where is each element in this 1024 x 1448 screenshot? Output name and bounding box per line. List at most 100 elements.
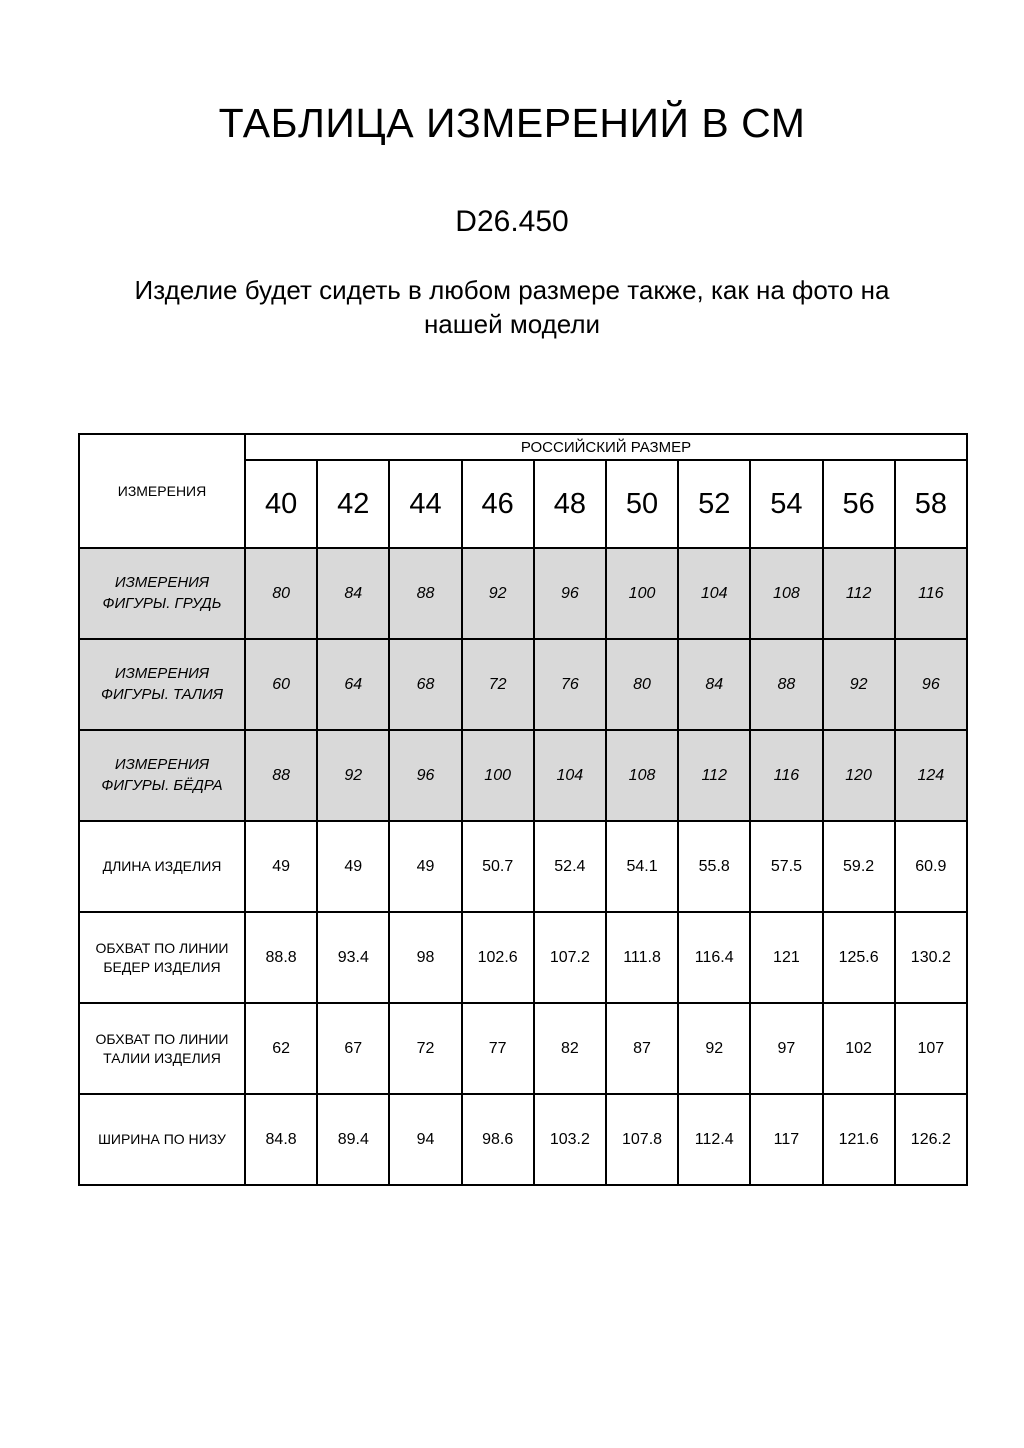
value-cell: 102.6	[460, 911, 535, 1004]
size-header-40: 40	[243, 459, 319, 549]
row-label: ОБХВАТ ПО ЛИНИИ БЕДЕР ИЗДЕЛИЯ	[78, 911, 246, 1004]
table-row: ОБХВАТ ПО ЛИНИИ ТАЛИИ ИЗДЕЛИЯ 62 67 72 77 82 8…	[78, 1002, 968, 1095]
value-cell: 126.2	[893, 1093, 968, 1186]
row-label: ИЗМЕРЕНИЯ ФИГУРЫ. БЁДРА	[78, 729, 246, 822]
value-cell: 88	[749, 638, 824, 731]
value-cell: 120	[821, 729, 896, 822]
value-cell: 64	[316, 638, 391, 731]
value-cell: 49	[388, 820, 463, 913]
value-cell: 117	[749, 1093, 824, 1186]
value-cell: 112	[821, 547, 896, 640]
value-cell: 94	[388, 1093, 463, 1186]
value-cell: 57.5	[749, 820, 824, 913]
value-cell: 49	[316, 820, 391, 913]
value-cell: 60.9	[893, 820, 968, 913]
table-row: ИЗМЕРЕНИЯ ФИГУРЫ. ТАЛИЯ 60 64 68 72 76 80 84 88 9…	[78, 638, 968, 731]
group-header-row: ИЗМЕРЕНИЯ РОССИЙСКИЙ РАЗМЕР	[78, 433, 968, 549]
value-cell: 59.2	[821, 820, 896, 913]
value-cell: 80	[243, 547, 319, 640]
value-cell: 54.1	[604, 820, 680, 913]
value-cell: 124	[893, 729, 968, 822]
value-cell: 77	[460, 1002, 535, 1095]
value-cell: 52.4	[532, 820, 607, 913]
value-cell: 92	[677, 1002, 752, 1095]
value-cell: 96	[893, 638, 968, 731]
size-header-42: 42	[316, 459, 391, 549]
value-cell: 80	[604, 638, 680, 731]
value-cell: 116	[749, 729, 824, 822]
table-row: ШИРИНА ПО НИЗУ 84.8 89.4 94 98.6 103.2 107.8 11…	[78, 1093, 968, 1186]
value-cell: 125.6	[821, 911, 896, 1004]
value-cell: 96	[388, 729, 463, 822]
value-cell: 108	[749, 547, 824, 640]
value-cell: 107.8	[604, 1093, 680, 1186]
value-cell: 55.8	[677, 820, 752, 913]
value-cell: 116	[893, 547, 968, 640]
value-cell: 92	[821, 638, 896, 731]
table-row: ИЗМЕРЕНИЯ ФИГУРЫ. ГРУДЬ 80 84 88 92 96 100 104 1…	[78, 547, 968, 640]
value-cell: 98	[388, 911, 463, 1004]
value-cell: 100	[604, 547, 680, 640]
value-cell: 88.8	[243, 911, 319, 1004]
value-cell: 76	[532, 638, 607, 731]
row-label: ДЛИНА ИЗДЕЛИЯ	[78, 820, 246, 913]
value-cell: 50.7	[460, 820, 535, 913]
measurements-table-body: ИЗМЕРЕНИЯ ФИГУРЫ. ГРУДЬ 80 84 88 92 96 100 104 1…	[78, 547, 968, 1186]
size-header-54: 54	[749, 459, 824, 549]
value-cell: 102	[821, 1002, 896, 1095]
value-cell: 72	[388, 1002, 463, 1095]
product-code: D26.450	[455, 205, 569, 238]
value-cell: 103.2	[532, 1093, 607, 1186]
row-label: ОБХВАТ ПО ЛИНИИ ТАЛИИ ИЗДЕЛИЯ	[78, 1002, 246, 1095]
value-cell: 89.4	[316, 1093, 391, 1186]
value-cell: 104	[677, 547, 752, 640]
value-cell: 107	[893, 1002, 968, 1095]
table-row: ОБХВАТ ПО ЛИНИИ БЕДЕР ИЗДЕЛИЯ 88.8 93.4 98 1…	[78, 911, 968, 1004]
measurements-column-header: ИЗМЕРЕНИЯ	[78, 433, 246, 549]
page-title: ТАБЛИЦА ИЗМЕРЕНИЙ В СМ	[218, 100, 806, 146]
value-cell: 82	[532, 1002, 607, 1095]
value-cell: 96	[532, 547, 607, 640]
value-cell: 112.4	[677, 1093, 752, 1186]
value-cell: 67	[316, 1002, 391, 1095]
row-label: ШИРИНА ПО НИЗУ	[78, 1093, 246, 1186]
value-cell: 87	[604, 1002, 680, 1095]
size-header-56: 56	[821, 459, 896, 549]
value-cell: 60	[243, 638, 319, 731]
size-header-48: 48	[532, 459, 607, 549]
value-cell: 84.8	[243, 1093, 319, 1186]
value-cell: 130.2	[893, 911, 968, 1004]
value-cell: 84	[316, 547, 391, 640]
table-row: ДЛИНА ИЗДЕЛИЯ 49 49 49 50.7 52.4 54.1 55.8 57.5 5…	[78, 820, 968, 913]
table-row: ИЗМЕРЕНИЯ ФИГУРЫ. БЁДРА 88 92 96 100 104 108 11…	[78, 729, 968, 822]
value-cell: 108	[604, 729, 680, 822]
measurements-table: ИЗМЕРЕНИЯ РОССИЙСКИЙ РАЗМЕР 40 42 44 46 48 50…	[78, 433, 968, 1186]
value-cell: 88	[243, 729, 319, 822]
size-header-50: 50	[604, 459, 680, 549]
size-header-row: 40 42 44 46 48 50 52 54 56 58	[79, 459, 968, 549]
value-cell: 72	[460, 638, 535, 731]
value-cell: 116.4	[677, 911, 752, 1004]
value-cell: 68	[388, 638, 463, 731]
size-header-44: 44	[388, 459, 463, 549]
value-cell: 88	[388, 547, 463, 640]
value-cell: 107.2	[532, 911, 607, 1004]
value-cell: 121.6	[821, 1093, 896, 1186]
value-cell: 104	[532, 729, 607, 822]
value-cell: 92	[460, 547, 535, 640]
size-header-52: 52	[677, 459, 752, 549]
value-cell: 121	[749, 911, 824, 1004]
value-cell: 112	[677, 729, 752, 822]
row-label: ИЗМЕРЕНИЯ ФИГУРЫ. ТАЛИЯ	[78, 638, 246, 731]
size-header-46: 46	[460, 459, 535, 549]
fit-note: Изделие будет сидеть в любом размере так…	[134, 275, 890, 339]
row-label: ИЗМЕРЕНИЯ ФИГУРЫ. ГРУДЬ	[78, 547, 246, 640]
value-cell: 84	[677, 638, 752, 731]
value-cell: 62	[243, 1002, 319, 1095]
size-header-58: 58	[893, 459, 968, 549]
value-cell: 93.4	[316, 911, 391, 1004]
value-cell: 92	[316, 729, 391, 822]
value-cell: 49	[243, 820, 319, 913]
value-cell: 100	[460, 729, 535, 822]
